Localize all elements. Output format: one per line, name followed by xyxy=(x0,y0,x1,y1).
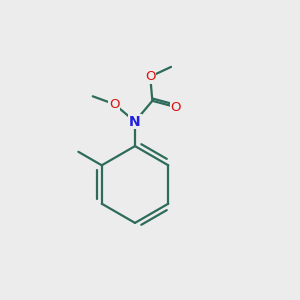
Text: O: O xyxy=(145,70,155,83)
Text: N: N xyxy=(129,115,141,128)
Text: O: O xyxy=(171,100,181,114)
Text: O: O xyxy=(109,98,120,111)
